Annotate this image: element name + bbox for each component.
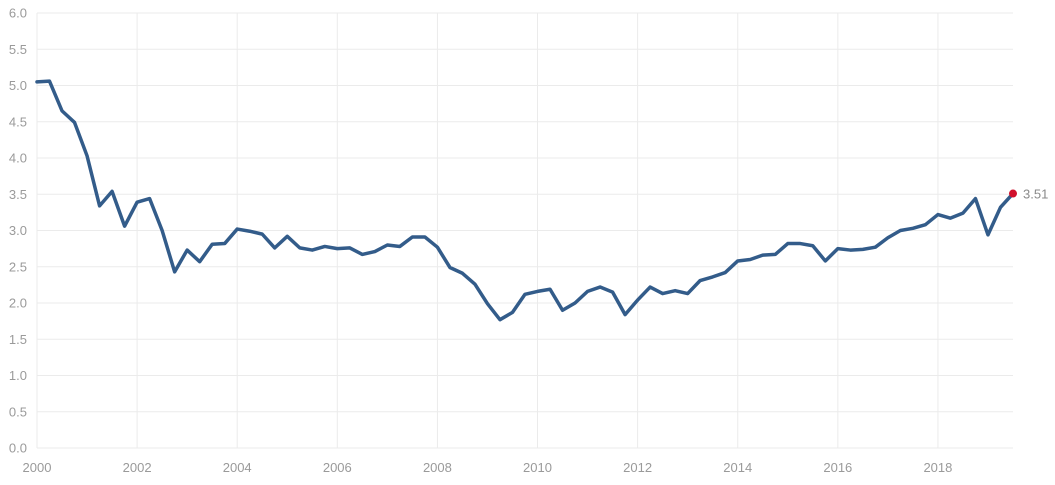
y-tick-label: 1.5	[9, 332, 27, 347]
last-point-marker-layer: 3.51	[1009, 187, 1048, 202]
last-point-marker	[1009, 189, 1017, 198]
x-tick-label: 2016	[823, 460, 852, 475]
last-point-label: 3.51	[1023, 187, 1048, 202]
y-gridlines	[37, 12, 1013, 449]
y-tick-label: 6.0	[9, 6, 27, 21]
y-tick-label: 4.0	[9, 151, 27, 166]
y-tick-label: 2.5	[9, 259, 27, 274]
x-tick-label: 2002	[123, 460, 152, 475]
y-tick-label: 4.5	[9, 114, 27, 129]
series-line-0	[35, 79, 1015, 322]
x-tick-label: 2018	[923, 460, 952, 475]
y-tick-label: 0.0	[9, 441, 27, 456]
x-tick-label: 2014	[723, 460, 752, 475]
x-axis-tick-labels: 2000 2002 2004 2006 2008 2010 2012 2014 2016 2018	[23, 460, 953, 475]
y-tick-label: 3.5	[9, 187, 27, 202]
x-tick-label: 2006	[323, 460, 352, 475]
x-tick-label: 2008	[423, 460, 452, 475]
y-tick-label: 5.0	[9, 78, 27, 93]
x-tick-label: 2012	[623, 460, 652, 475]
y-tick-label: 5.5	[9, 42, 27, 57]
y-tick-label: 2.0	[9, 296, 27, 311]
y-tick-label: 0.5	[9, 404, 27, 419]
y-tick-label: 3.0	[9, 223, 27, 238]
series-layer	[35, 79, 1015, 322]
x-tick-label: 2004	[223, 460, 252, 475]
x-tick-label: 2000	[23, 460, 52, 475]
y-tick-label: 1.0	[9, 368, 27, 383]
x-tick-label: 2010	[523, 460, 552, 475]
y-axis-tick-labels: 0.0 0.5 1.0 1.5 2.0 2.5 3.0 3.5 4.0 4.5 5.0 5.5 6.0	[9, 6, 27, 456]
